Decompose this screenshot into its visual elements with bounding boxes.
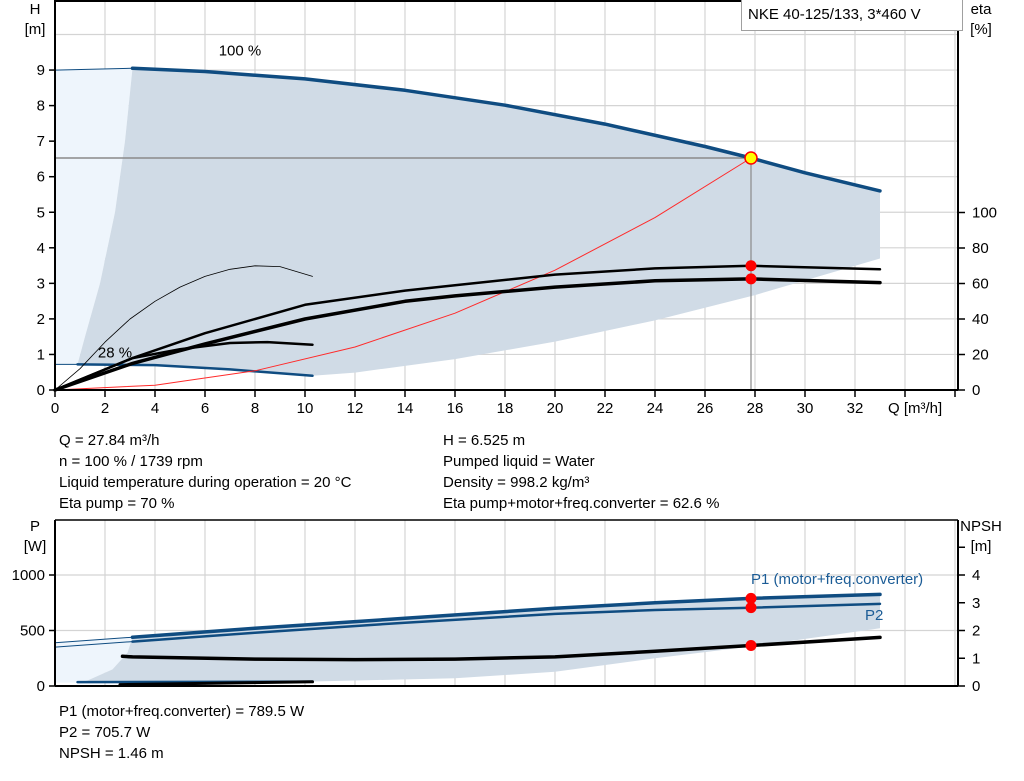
x-tick-label: 24 — [647, 400, 664, 417]
series-h-100 — [130, 66, 882, 193]
y-left-unit: [W] — [24, 538, 47, 555]
y-left-tick-label: 500 — [20, 623, 45, 640]
marker-point — [745, 639, 757, 651]
x-tick-label: 20 — [547, 400, 564, 417]
info-bottom: P1 (motor+freq.converter) = 789.5 W P2 =… — [59, 701, 304, 764]
info-flow: Q = 27.84 m³/h — [59, 432, 160, 449]
x-tick-label: 8 — [251, 400, 259, 417]
info-top-right: H = 6.525 m Pumped liquid = Water Densit… — [443, 430, 719, 514]
y-left-label: H — [30, 1, 41, 18]
y-left-tick-label: 0 — [37, 678, 45, 695]
y-right-tick-label: 60 — [972, 276, 989, 293]
x-tick-label: 10 — [297, 400, 314, 417]
y-left-tick-label: 3 — [37, 275, 45, 292]
marker-point — [745, 260, 757, 272]
y-right-unit: [%] — [970, 21, 992, 38]
y-right-tick-label: 4 — [972, 567, 980, 584]
y-left-tick-label: 9 — [37, 62, 45, 79]
y-right-tick-label: 0 — [972, 678, 980, 695]
x-tick-label: 2 — [101, 400, 109, 417]
x-tick-label: 26 — [697, 400, 714, 417]
x-axis-label: Q [m³/h] — [888, 400, 942, 417]
info-top-left: Q = 27.84 m³/h n = 100 % / 1739 rpm Liqu… — [59, 430, 351, 514]
info-head: H = 6.525 m — [443, 432, 526, 449]
info-p2: P2 = 705.7 W — [59, 724, 151, 741]
x-tick-label: 22 — [597, 400, 614, 417]
x-tick-label: 6 — [201, 400, 209, 417]
info-npsh: NPSH = 1.46 m — [59, 745, 164, 762]
marker-point — [745, 602, 757, 614]
info-speed: n = 100 % / 1739 rpm — [59, 453, 203, 470]
y-left-unit: [m] — [25, 21, 46, 38]
x-tick-label: 30 — [797, 400, 814, 417]
y-left-label: P — [30, 518, 40, 535]
y-right-label: NPSH — [960, 518, 1002, 535]
x-tick-label: 14 — [397, 400, 414, 417]
x-tick-label: 4 — [151, 400, 159, 417]
series-p1-ext — [54, 636, 133, 644]
x-tick-label: 0 — [51, 400, 59, 417]
x-tick-label: 28 — [747, 400, 764, 417]
y-right-tick-label: 40 — [972, 311, 989, 328]
y-right-tick-label: 80 — [972, 240, 989, 257]
curve-annotation: 100 % — [219, 42, 262, 59]
info-liquid-temperature: Liquid temperature during operation = 20… — [59, 474, 352, 491]
y-left-tick-label: 4 — [37, 240, 45, 257]
y-right-label: eta — [971, 1, 993, 18]
y-left-tick-label: 1000 — [12, 567, 45, 584]
series-h-100-ext — [54, 67, 133, 71]
y-right-tick-label: 20 — [972, 347, 989, 364]
y-left-tick-label: 8 — [37, 98, 45, 115]
x-tick-label: 12 — [347, 400, 364, 417]
y-left-tick-label: 7 — [37, 133, 45, 150]
series-eta-total — [53, 277, 882, 392]
y-left-tick-label: 1 — [37, 346, 45, 363]
info-density: Density = 998.2 kg/m³ — [443, 474, 590, 491]
series-p2-ext — [54, 641, 133, 648]
p2-curve-label: P2 — [865, 607, 883, 624]
pump-title: NKE 40-125/133, 3*460 V — [741, 0, 963, 31]
y-right-tick-label: 1 — [972, 650, 980, 667]
series-system-curve — [54, 157, 752, 391]
y-left-tick-label: 6 — [37, 169, 45, 186]
area-operating — [77, 68, 880, 376]
area-light — [55, 637, 133, 683]
marker-point — [745, 592, 757, 604]
y-left-tick-label: 2 — [37, 311, 45, 328]
y-right-tick-label: 0 — [972, 382, 980, 399]
p1-curve-label: P1 (motor+freq.converter) — [751, 571, 923, 588]
series-npsh — [120, 635, 882, 662]
y-left-tick-label: 0 — [37, 382, 45, 399]
series-npsh-28 — [118, 680, 314, 687]
series-eta-pump — [53, 264, 882, 392]
series-eta-28-thin — [54, 265, 313, 391]
x-tick-label: 18 — [497, 400, 514, 417]
info-p1: P1 (motor+freq.converter) = 789.5 W — [59, 703, 305, 720]
info-eta-total: Eta pump+motor+freq.converter = 62.6 % — [443, 495, 720, 512]
y-left-tick-label: 5 — [37, 204, 45, 221]
y-right-tick-label: 2 — [972, 623, 980, 640]
x-tick-label: 16 — [447, 400, 464, 417]
area-light — [55, 68, 133, 365]
chart-1: 0 500 1000 0 1 2 3 4 P [W] NPSH [m] P1 (motor+freq.c… — [12, 518, 1002, 695]
y-right-tick-label: 3 — [972, 595, 980, 612]
y-right-unit: [m] — [971, 538, 992, 555]
duty-point — [744, 151, 758, 165]
x-tick-label: 32 — [847, 400, 864, 417]
info-eta-pump: Eta pump = 70 % — [59, 495, 175, 512]
info-pumped-liquid: Pumped liquid = Water — [443, 453, 595, 470]
marker-point — [745, 273, 757, 285]
y-right-tick-label: 100 — [972, 205, 997, 222]
curve-annotation: 28 % — [98, 345, 132, 362]
